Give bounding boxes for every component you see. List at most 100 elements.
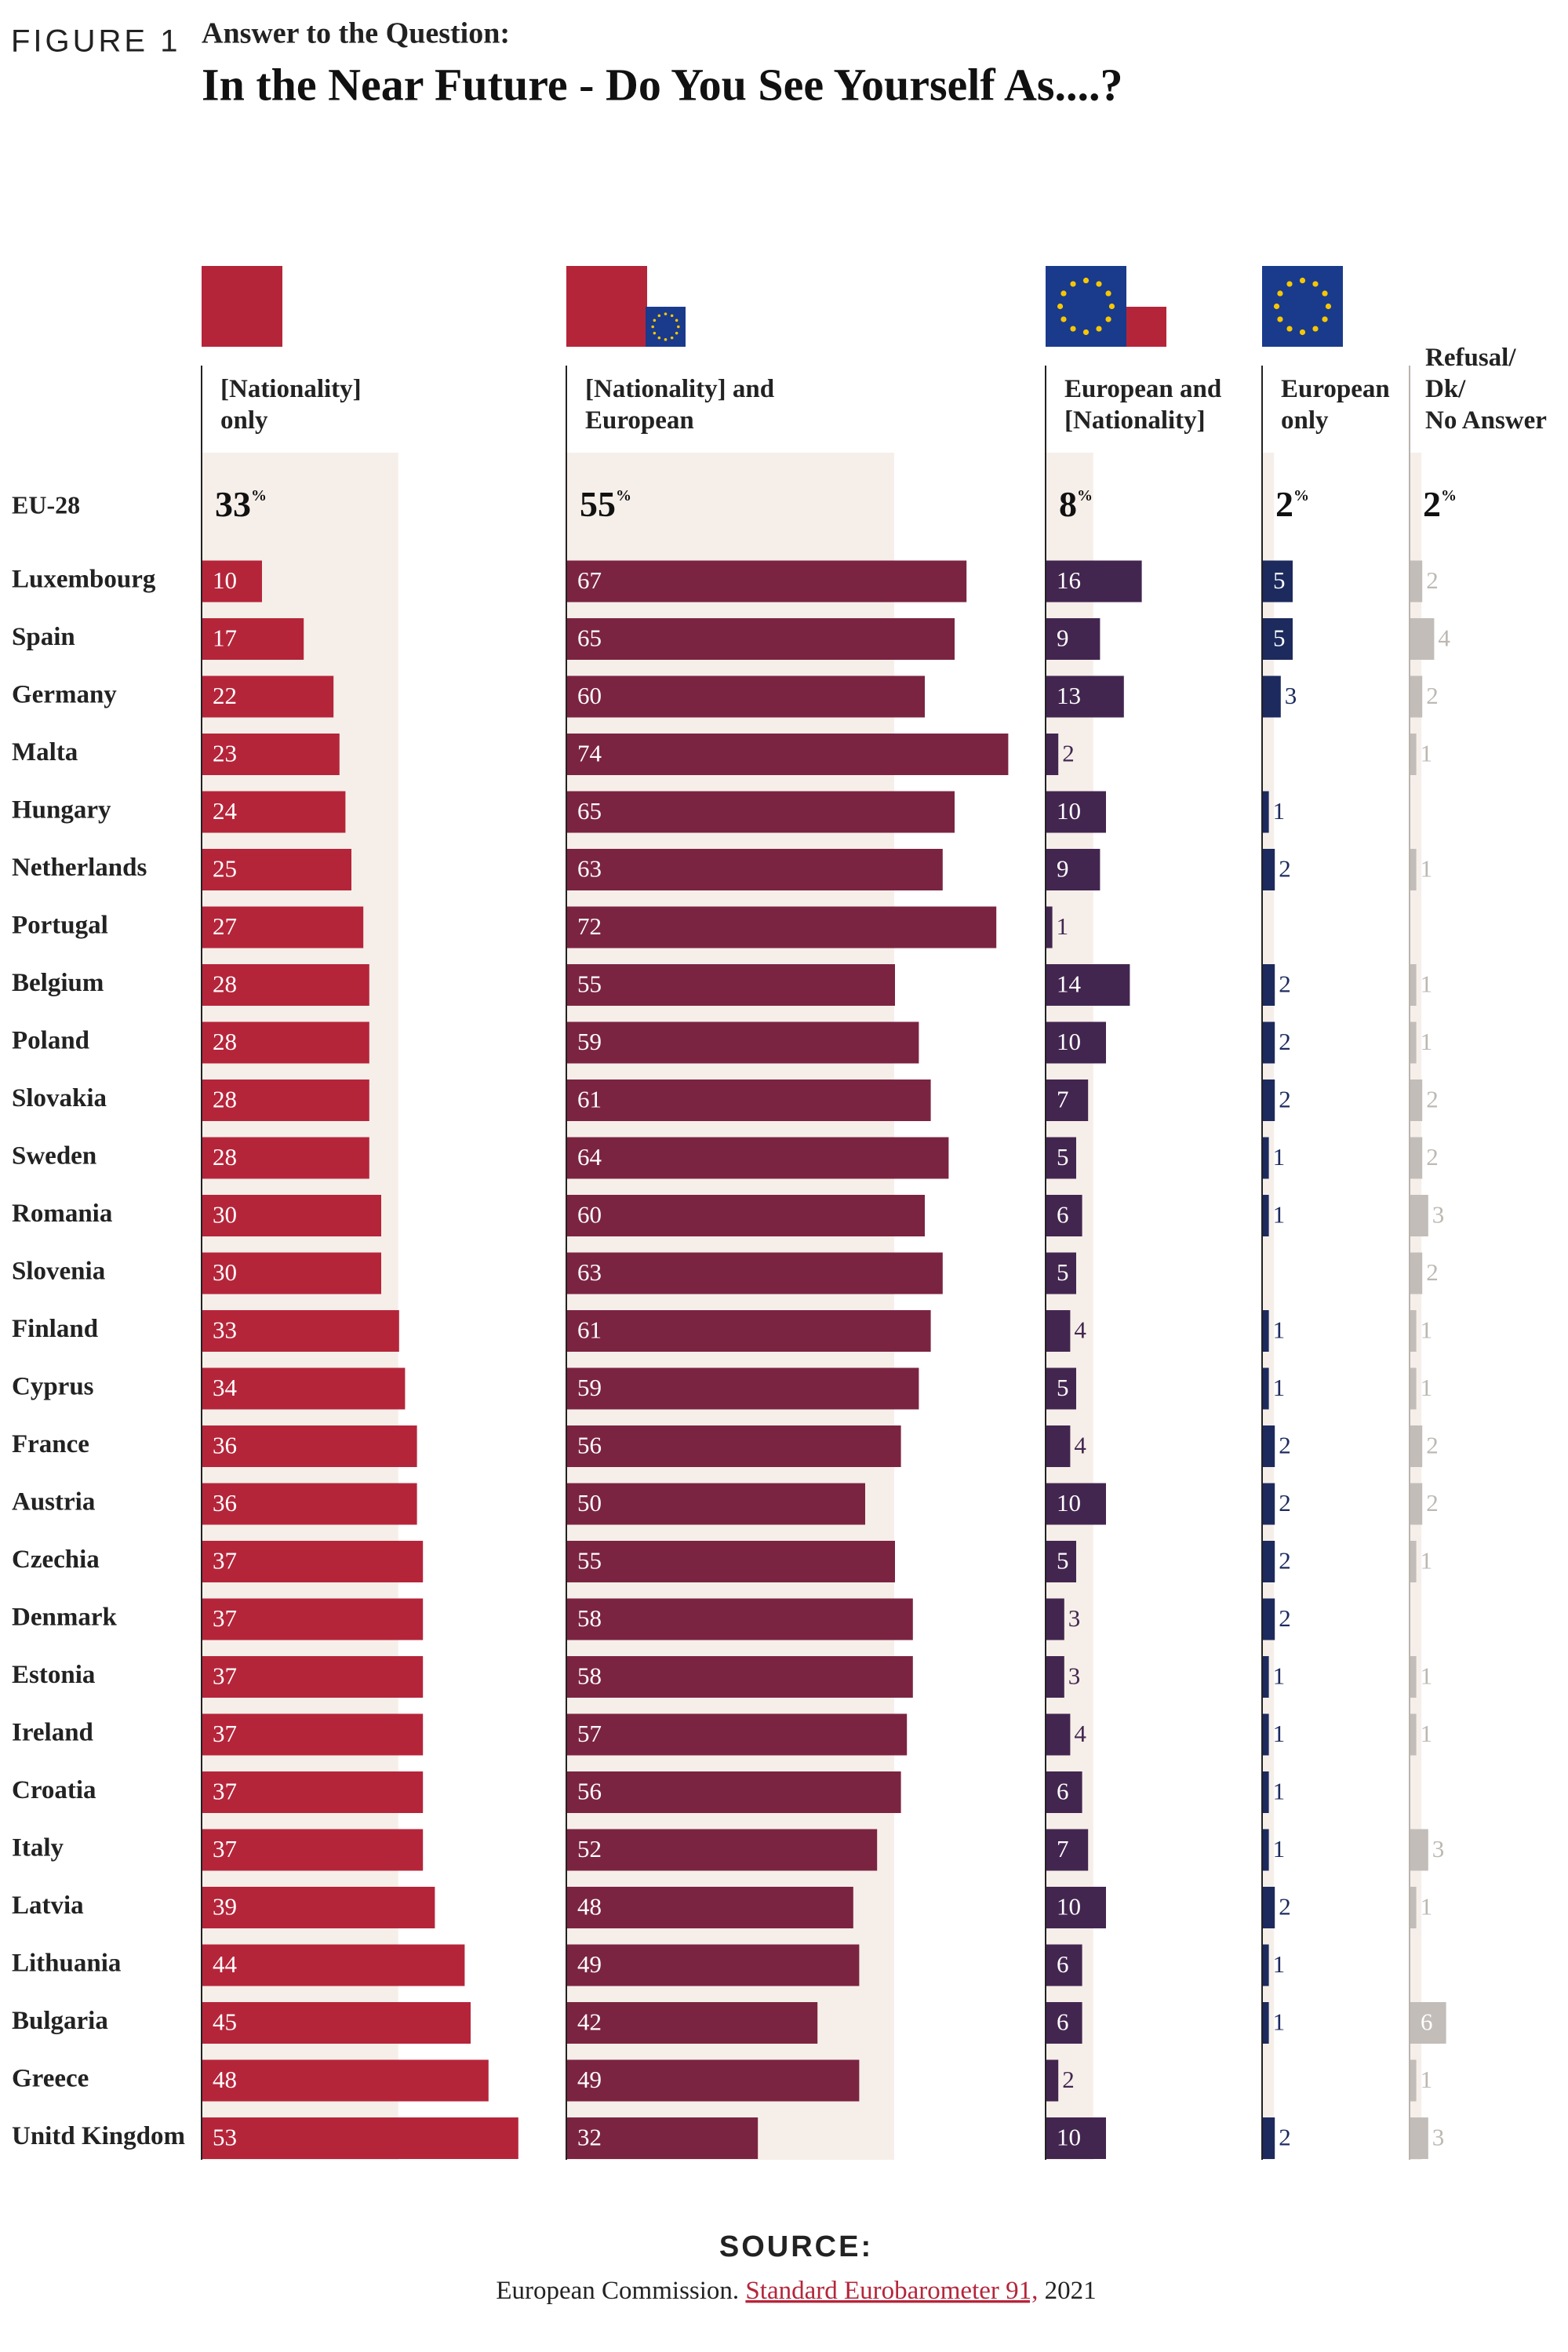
bar	[1046, 675, 1124, 718]
value-label: 1	[1421, 970, 1433, 998]
eu-star	[653, 331, 657, 335]
value-label: 61	[577, 1316, 602, 1344]
bar	[202, 791, 346, 833]
value-label: 2	[1426, 1086, 1439, 1113]
value-label: 3	[1432, 1201, 1445, 1229]
eu-star	[664, 312, 668, 315]
value-label: 63	[577, 855, 602, 883]
value-label: 10	[1057, 1028, 1081, 1055]
value-label: 37	[213, 1604, 237, 1632]
value-label: 32	[577, 2124, 602, 2151]
value-label: 42	[577, 2008, 602, 2036]
category-label: Luxembourg	[12, 566, 156, 594]
value-label: 23	[213, 740, 237, 767]
value-label: 6	[1057, 1950, 1069, 1978]
bar	[1046, 560, 1142, 603]
bar	[1263, 1713, 1269, 1756]
value-label: 57	[577, 1720, 602, 1747]
value-label: 5	[1057, 1374, 1069, 1401]
chart-title: In the Near Future - Do You See Yourself…	[202, 59, 1122, 110]
unit: %	[1293, 487, 1309, 504]
bar	[1410, 1541, 1417, 1582]
bar	[567, 734, 1009, 775]
value-label: 65	[577, 624, 602, 652]
value-label: 2	[1279, 1086, 1291, 1113]
legend-label: European and [Nationality]	[1064, 375, 1222, 435]
bar	[1046, 1137, 1076, 1179]
category-label: France	[12, 1430, 89, 1458]
bar	[1046, 791, 1106, 833]
value-label: 1	[1273, 1778, 1286, 1805]
category-label: Poland	[12, 1027, 89, 1055]
total-label: EU-28	[12, 490, 80, 519]
value-label: 6	[1057, 1778, 1069, 1805]
bar	[567, 2002, 818, 2044]
bar	[202, 1195, 381, 1236]
value-label: 60	[577, 682, 602, 709]
value-label: 30	[213, 1258, 237, 1286]
bar	[202, 1713, 424, 1756]
bar	[1263, 1829, 1269, 1871]
value-label: 37	[213, 1662, 237, 1690]
flag-national	[566, 266, 647, 347]
value-label: 58	[577, 1662, 602, 1690]
bar	[1046, 1367, 1076, 1410]
eu-star	[1108, 303, 1115, 310]
value-label: 59	[577, 1374, 602, 1401]
value-label: 2	[1279, 2124, 1291, 2151]
value-label: 10	[1057, 1489, 1081, 1516]
bar	[1410, 1656, 1417, 1698]
eu-star	[1070, 326, 1076, 332]
bar	[1410, 1310, 1417, 1352]
bar	[567, 1656, 913, 1698]
total-value-label: 33%	[215, 484, 267, 524]
bar	[1263, 1656, 1269, 1698]
bar	[567, 906, 997, 948]
value-label: 9	[1057, 855, 1069, 883]
bar	[202, 1310, 399, 1352]
bar	[567, 675, 925, 718]
value-label: 1	[1273, 1374, 1286, 1401]
value-label: 53	[213, 2124, 237, 2151]
bar	[567, 1021, 919, 1064]
value-label: 2	[1279, 1604, 1291, 1632]
value-label: 34	[213, 1374, 238, 1401]
bar	[1046, 1541, 1076, 1582]
value-label: 7	[1057, 1835, 1069, 1862]
category-label: Slovenia	[12, 1258, 105, 1286]
value-label: 36	[213, 1432, 237, 1459]
value-label: 2	[1062, 2066, 1075, 2093]
value-label: 28	[213, 1028, 237, 1055]
category-label: Germany	[12, 681, 117, 709]
eu-star	[1082, 329, 1090, 336]
value-label: 28	[213, 1086, 237, 1113]
unit: %	[251, 487, 267, 504]
bar	[1263, 1598, 1275, 1640]
bar	[567, 1252, 943, 1294]
category-label: Italy	[12, 1834, 64, 1862]
bar	[1410, 675, 1423, 718]
total-value-label: 55%	[580, 484, 631, 524]
value-label: 27	[213, 912, 237, 940]
value-label: 64	[577, 1143, 602, 1171]
bar	[1263, 1541, 1275, 1582]
bar	[202, 1656, 424, 1698]
value-label: 1	[1273, 1835, 1286, 1862]
bar	[202, 1080, 369, 1121]
value-label: 1	[1421, 1374, 1433, 1401]
bar	[567, 1310, 931, 1352]
bar	[202, 1137, 369, 1179]
value-label: 1	[1273, 1950, 1286, 1978]
bar	[202, 1425, 417, 1467]
bar	[202, 1598, 424, 1640]
value-label: 72	[577, 912, 602, 940]
value-label: 37	[213, 1778, 237, 1805]
bar	[567, 1829, 878, 1871]
category-label: Latvia	[12, 1891, 84, 1920]
bar	[1263, 964, 1275, 1006]
total-value-label: 2%	[1275, 484, 1309, 524]
category-label: Netherlands	[12, 854, 147, 882]
category-label: Unitd Kingdom	[12, 2122, 185, 2150]
source-link[interactable]: Standard Eurobarometer 91,	[745, 2277, 1038, 2305]
